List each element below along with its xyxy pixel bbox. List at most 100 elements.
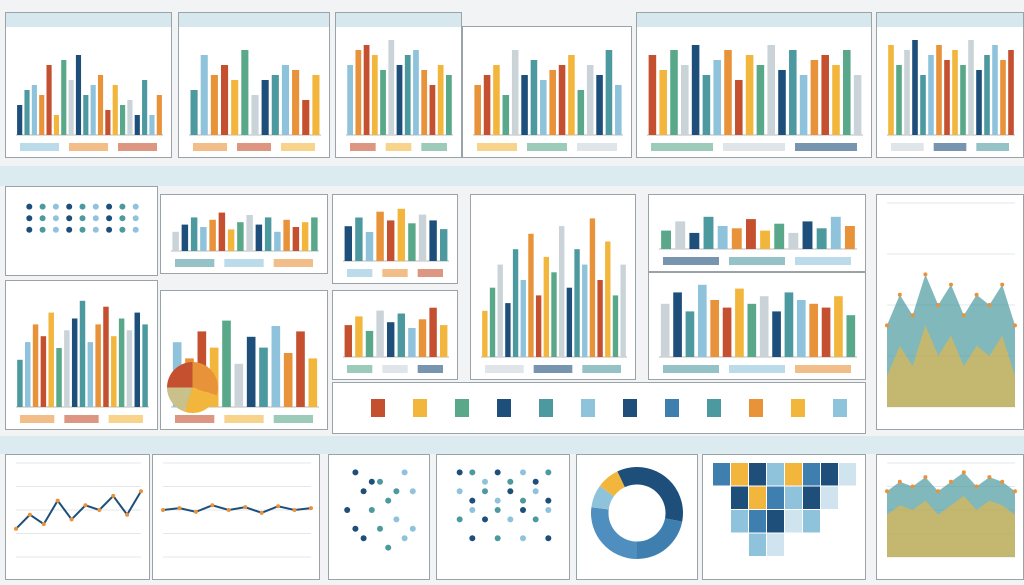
bar (778, 70, 786, 135)
data-point (961, 470, 966, 475)
bar (134, 312, 141, 407)
scatter-point (26, 226, 33, 233)
chart-panel[interactable] (876, 194, 1024, 430)
data-point (974, 292, 979, 297)
heatmap-cell (713, 486, 730, 509)
data-point (910, 484, 915, 489)
chart-panel[interactable] (636, 12, 872, 158)
chart-svg (887, 40, 1015, 151)
heatmap-cell (731, 533, 748, 556)
data-point (276, 504, 281, 509)
bar (717, 226, 728, 249)
bar (1000, 60, 1006, 135)
scatter-point (360, 488, 367, 495)
chart-panel[interactable] (702, 454, 866, 580)
scatter-point (507, 478, 514, 485)
bar (586, 65, 594, 135)
legend-swatch (421, 143, 447, 151)
chart-panel[interactable] (5, 186, 158, 276)
bar (79, 300, 86, 407)
bar (75, 55, 82, 135)
chart-panel[interactable] (178, 12, 330, 158)
scatter-point (39, 226, 46, 233)
chart-panel[interactable] (5, 12, 172, 158)
scatter-point (132, 203, 139, 210)
scatter-point (507, 516, 514, 523)
data-point (210, 503, 215, 508)
heatmap-cell (821, 463, 838, 486)
bar (283, 353, 293, 407)
chart-panel[interactable] (332, 194, 458, 284)
chart-panel[interactable] (876, 454, 1024, 580)
pie-slice (167, 387, 193, 412)
data-point (55, 498, 60, 503)
scatter-point (520, 497, 526, 504)
series-line (15, 490, 142, 530)
bar (936, 45, 942, 135)
chart-panel[interactable] (436, 454, 570, 580)
chart-panel[interactable] (5, 454, 150, 580)
scatter-point (532, 478, 539, 485)
legend-swatch (273, 259, 313, 267)
chart-panel[interactable] (462, 26, 632, 158)
bar (17, 359, 23, 407)
bar (429, 85, 436, 135)
legend-swatch (533, 365, 573, 373)
bar (142, 80, 148, 135)
chart-panel[interactable] (576, 454, 698, 580)
bar (418, 214, 427, 261)
chart-panel[interactable] (335, 12, 462, 158)
bar (71, 318, 78, 407)
chart-panel[interactable] (160, 194, 328, 274)
scatter-point (368, 478, 375, 485)
scatter-point (79, 215, 86, 222)
chart-panel[interactable] (165, 360, 220, 415)
bar (261, 80, 269, 135)
legend-swatch (665, 399, 679, 417)
bar (404, 55, 411, 135)
legend-swatch (108, 415, 143, 423)
chart-panel[interactable] (648, 272, 866, 380)
bar (231, 80, 239, 135)
chart-svg (473, 50, 623, 151)
chart-panel[interactable] (152, 454, 320, 580)
scatter-point (344, 507, 351, 513)
chart-panel[interactable] (328, 454, 430, 580)
bar (281, 65, 290, 135)
data-point (226, 508, 231, 512)
data-point (897, 292, 902, 297)
bar (681, 65, 689, 135)
legend-swatch (729, 365, 785, 373)
legend-swatch (281, 143, 315, 151)
bar (120, 105, 126, 135)
bar (735, 80, 743, 135)
chart-panel[interactable] (332, 290, 458, 380)
scatter-point (469, 535, 476, 542)
scatter-point (494, 507, 501, 513)
bar (788, 232, 799, 249)
chart-panel[interactable] (470, 194, 636, 380)
bar (896, 65, 902, 135)
bar (274, 231, 281, 251)
chart-svg (14, 462, 143, 558)
legend-swatch (175, 259, 215, 267)
panel-header (637, 13, 871, 27)
scatter-point (79, 203, 86, 210)
chart-panel[interactable] (648, 194, 866, 272)
chart-svg (167, 362, 218, 413)
bar (418, 319, 427, 357)
legend-swatch (527, 143, 567, 151)
chart-panel[interactable] (5, 280, 158, 430)
bar (528, 233, 534, 357)
legend-swatch (833, 399, 847, 417)
chart-panel[interactable] (876, 12, 1024, 158)
chart-svg (343, 208, 449, 277)
bar (735, 288, 744, 357)
heatmap-cell (785, 486, 802, 509)
bar (172, 231, 179, 251)
bar (255, 224, 263, 251)
legend-swatch (371, 399, 385, 417)
bar (796, 300, 806, 357)
bar (551, 272, 557, 357)
bar (759, 296, 769, 357)
